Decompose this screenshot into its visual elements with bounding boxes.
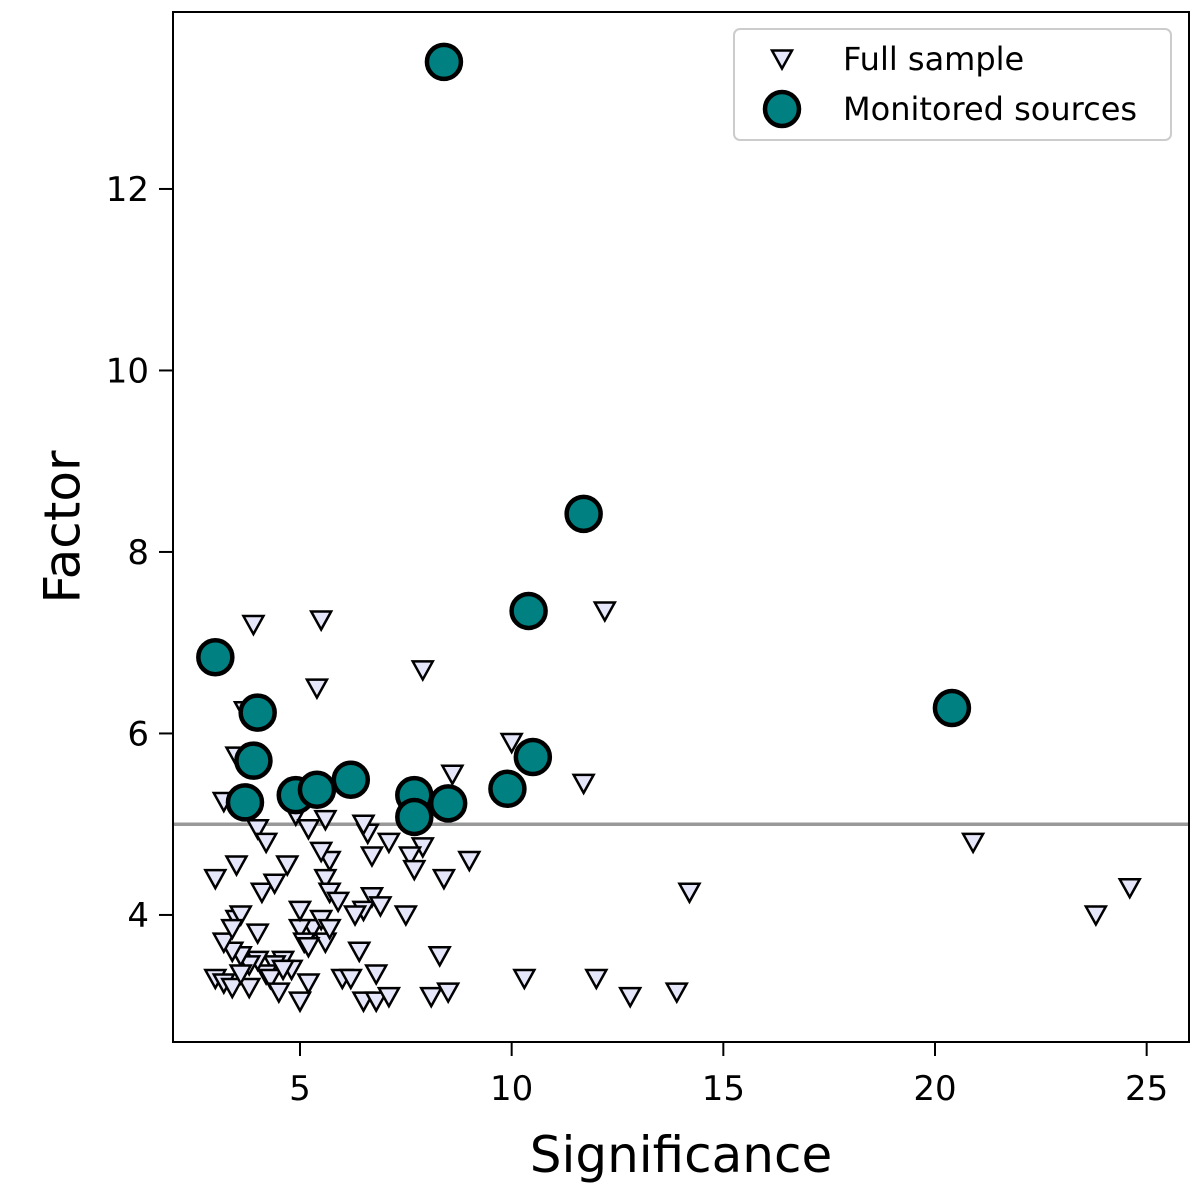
axis-ticks-layer: 5 10 15 20 25 4 6 8 10 12 [106, 170, 1169, 1109]
monitored-source-point [331, 760, 371, 799]
monitored-source-point [932, 688, 972, 728]
full-sample-point [376, 832, 402, 855]
full-sample-point [457, 850, 482, 873]
full-sample-point [571, 773, 596, 796]
full-sample-point [512, 968, 537, 991]
full-sample-point [220, 977, 245, 1000]
full-sample-point [342, 905, 368, 928]
full-sample-point [376, 986, 402, 1009]
legend-marker-full-sample [769, 49, 795, 72]
full-sample-point [258, 968, 283, 991]
full-sample-point [296, 936, 321, 959]
x-tick-label: 20 [913, 1069, 956, 1109]
monitored-source-point [225, 783, 265, 822]
full-sample-point [410, 660, 435, 683]
y-tick-label: 10 [106, 351, 149, 391]
full-sample-point [364, 964, 389, 987]
full-sample-point [245, 818, 270, 841]
full-sample-point [241, 614, 266, 637]
full-sample-point [211, 932, 236, 955]
full-sample-point [499, 732, 524, 755]
y-tick-label: 6 [127, 714, 149, 754]
full-sample-point [237, 977, 262, 1000]
monitored-source-point [238, 693, 277, 732]
y-tick-label: 8 [127, 533, 149, 573]
full-sample-point [419, 986, 444, 1009]
full-sample-point [313, 932, 338, 955]
x-tick-label: 10 [490, 1069, 533, 1109]
legend-label: Monitored sources [843, 90, 1137, 128]
legend-box [733, 28, 1172, 141]
full-sample-point [440, 764, 465, 787]
full-sample-point [584, 968, 609, 991]
full-sample-point [309, 610, 334, 633]
legend-label: Full sample [843, 40, 1024, 78]
legend-marker-monitored [762, 89, 802, 129]
full-sample-point [677, 882, 702, 905]
monitored-source-point [395, 797, 434, 837]
monitored-source-point [196, 637, 235, 677]
monitored-source-point [564, 494, 603, 534]
plot-frame [172, 11, 1190, 1043]
full-sample-point [287, 900, 313, 923]
full-sample-point [618, 986, 643, 1009]
full-sample-point [224, 855, 249, 878]
full-sample-point [960, 832, 986, 855]
x-tick-label: 15 [702, 1069, 745, 1109]
full-sample-point [1083, 905, 1108, 928]
full-sample-point [203, 868, 228, 891]
data-points-layer [196, 42, 1142, 1014]
full-sample-point [664, 982, 689, 1005]
full-sample-point [228, 964, 253, 987]
full-sample-point [309, 841, 334, 864]
monitored-source-point [297, 770, 337, 809]
full-sample-point [228, 905, 253, 928]
full-sample-point [338, 968, 363, 991]
x-tick-label: 5 [289, 1069, 311, 1109]
full-sample-point [436, 982, 461, 1005]
full-sample-point [266, 982, 291, 1005]
legend: Full sample Monitored sources [733, 28, 1172, 141]
full-sample-point [393, 905, 418, 928]
full-sample-point [317, 918, 342, 941]
y-tick-label: 12 [106, 170, 149, 210]
full-sample-point [275, 855, 300, 878]
full-sample-point [220, 918, 245, 941]
full-sample-point [402, 859, 427, 882]
full-sample-point [254, 832, 279, 855]
full-sample-point [304, 678, 330, 701]
full-sample-point [368, 896, 393, 918]
y-tick-label: 4 [127, 896, 149, 936]
monitored-source-point [234, 741, 273, 780]
full-sample-point [592, 601, 617, 624]
full-sample-point [364, 991, 389, 1014]
monitored-source-point [424, 42, 464, 82]
x-axis-label: Significance [530, 1126, 833, 1184]
full-sample-point [249, 882, 275, 905]
full-sample-point [427, 946, 452, 968]
full-sample-point [296, 818, 321, 841]
monitored-source-point [513, 737, 553, 777]
full-sample-point [397, 846, 423, 869]
full-sample-point [313, 809, 338, 832]
full-sample-point [325, 891, 351, 914]
monitored-source-point [509, 591, 548, 631]
full-sample-point [313, 868, 338, 891]
full-sample-point [1117, 877, 1142, 900]
full-sample-point [296, 973, 321, 996]
full-sample-point [359, 846, 385, 869]
full-sample-point [351, 814, 376, 837]
full-sample-point [270, 959, 296, 982]
full-sample-point [262, 873, 287, 896]
x-tick-label: 25 [1125, 1069, 1168, 1109]
full-sample-point [347, 941, 372, 964]
monitored-source-point [488, 769, 527, 809]
full-sample-point [245, 923, 270, 946]
monitored-source-point [428, 784, 468, 823]
full-sample-point [287, 991, 313, 1014]
y-axis-label: Factor [34, 450, 92, 603]
full-sample-point [431, 868, 457, 891]
